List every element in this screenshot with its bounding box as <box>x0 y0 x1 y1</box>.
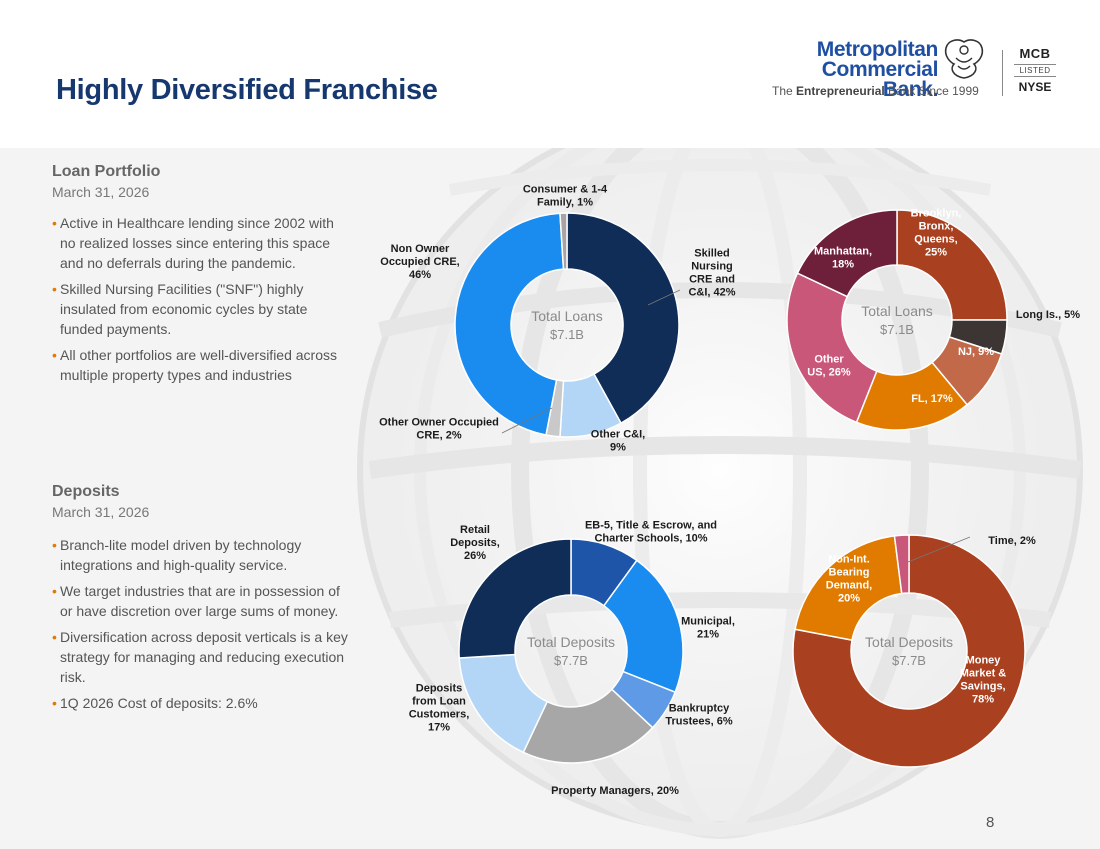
deposits-heading: Deposits <box>52 483 120 500</box>
slice-label: Brooklyn, Bronx, Queens, 25% <box>911 208 962 259</box>
slice-label: Long Is., 5% <box>1016 309 1080 321</box>
slice-label: Property Managers, 20% <box>551 785 679 797</box>
donut-slice <box>896 209 1008 321</box>
label-leader-line <box>907 536 971 563</box>
slice-label: Bankruptcy Trustees, 6% <box>665 703 732 728</box>
slice-label: Deposits from Loan Customers, 17% <box>409 683 470 734</box>
logo-line-1: Metropolitan <box>816 38 939 61</box>
logo-line-2: Commercial Bank. <box>821 58 939 101</box>
slice-label: Manhattan, 18% <box>814 246 872 271</box>
slice-label: Other C&I, 9% <box>591 429 645 454</box>
donut-center-label: Total Deposits <box>865 634 953 650</box>
slice-label: Other Owner Occupied CRE, 2% <box>379 417 499 442</box>
loan-bullet: All other portfolios are well-diversifie… <box>52 345 352 385</box>
donut-chart-3: Total Deposits $7.7B EB-5, Title & Escrow,… <box>409 520 735 798</box>
slice-label: Municipal, 21% <box>681 616 735 641</box>
logo-divider <box>1002 50 1003 96</box>
slice-label: EB-5, Title & Escrow, and Charter Schools… <box>585 520 717 545</box>
slice-label: Non Owner Occupied CRE, 46% <box>380 243 459 281</box>
loan-portfolio-heading: Loan Portfolio <box>52 163 161 180</box>
donut-slice <box>602 559 684 694</box>
header-band <box>0 0 1100 148</box>
loan-bullet: Skilled Nursing Facilities ("SNF") highl… <box>52 279 352 339</box>
deposit-bullet: 1Q 2026 Cost of deposits: 2.6% <box>52 693 352 713</box>
donut-slice <box>786 272 878 424</box>
page-title: Highly Diversified Franchise <box>56 74 438 106</box>
donut-slice <box>796 209 898 298</box>
loan-portfolio-date: March 31, 2026 <box>52 184 150 200</box>
donut-center-label: Total Deposits <box>527 634 615 650</box>
bank-tagline: The Entrepreneurial Bank Since 1999 <box>772 84 979 98</box>
donut-chart-1: Total Loans $7.1B Skilled Nursing CRE and C&I… <box>379 184 736 454</box>
deposit-bullet: Branch-lite model driven by technology i… <box>52 535 352 575</box>
slice-label: Retail Deposits, 26% <box>450 524 500 562</box>
donut-chart-2: Total Loans $7.1B Brooklyn, Bronx, Queens, 25… <box>786 208 1080 431</box>
slice-label: Other US, 26% <box>807 354 851 379</box>
donut-slice <box>566 212 680 425</box>
donut-slice <box>794 535 903 642</box>
donut-center-value: $7.1B <box>880 322 914 337</box>
donut-slice <box>458 538 572 659</box>
bank-logo-wordmark: Metropolitan Commercial Bank. <box>770 38 939 101</box>
donut-slice <box>792 534 1026 768</box>
listed-label: LISTED <box>1014 64 1056 77</box>
loan-bullet-list: Active in Healthcare lending since 2002 … <box>52 213 352 391</box>
deposit-bullet-list: Branch-lite model driven by technology i… <box>52 535 352 719</box>
label-leader-line <box>501 407 553 434</box>
page-number: 8 <box>986 814 995 831</box>
donut-slice <box>559 212 568 270</box>
slice-label: Money Market & Savings, 78% <box>960 655 1007 706</box>
tagline-post: Bank Since 1999 <box>884 84 979 98</box>
donut-center-label: Total Loans <box>531 308 603 324</box>
slice-label: FL, 17% <box>911 393 953 405</box>
tagline-pre: The <box>772 84 797 98</box>
donut-center-label: Total Loans <box>861 303 933 319</box>
deposit-bullet: Diversification across deposit verticals… <box>52 627 352 687</box>
donut-slice <box>454 212 565 436</box>
deposit-bullet: We target industries that are in possess… <box>52 581 352 621</box>
slice-label: Consumer & 1-4 Family, 1% <box>523 184 608 209</box>
tagline-bold: Entrepreneurial <box>796 84 885 98</box>
donut-center-value: $7.7B <box>554 653 588 668</box>
slice-label: Time, 2% <box>988 535 1036 547</box>
slice-label: Non-Int. Bearing Demand, 20% <box>826 554 872 605</box>
donut-slice <box>893 534 910 595</box>
donut-center-value: $7.7B <box>892 653 926 668</box>
ticker-symbol: MCB <box>1019 46 1051 61</box>
slice-label: NJ, 9% <box>958 346 994 358</box>
deposits-date: March 31, 2026 <box>52 504 150 520</box>
label-leader-line <box>647 289 681 306</box>
eagle-logo-icon <box>944 39 984 79</box>
donut-chart-4: Total Deposits $7.7B Money Market & Savings,… <box>792 534 1036 768</box>
nyse-listing-badge: MCB LISTED NYSE <box>1010 46 1060 94</box>
donut-center-value: $7.1B <box>550 327 584 342</box>
loan-bullet: Active in Healthcare lending since 2002 … <box>52 213 352 273</box>
exchange-name: NYSE <box>1018 80 1052 94</box>
slice-label: Skilled Nursing CRE and C&I, 42% <box>688 248 735 299</box>
